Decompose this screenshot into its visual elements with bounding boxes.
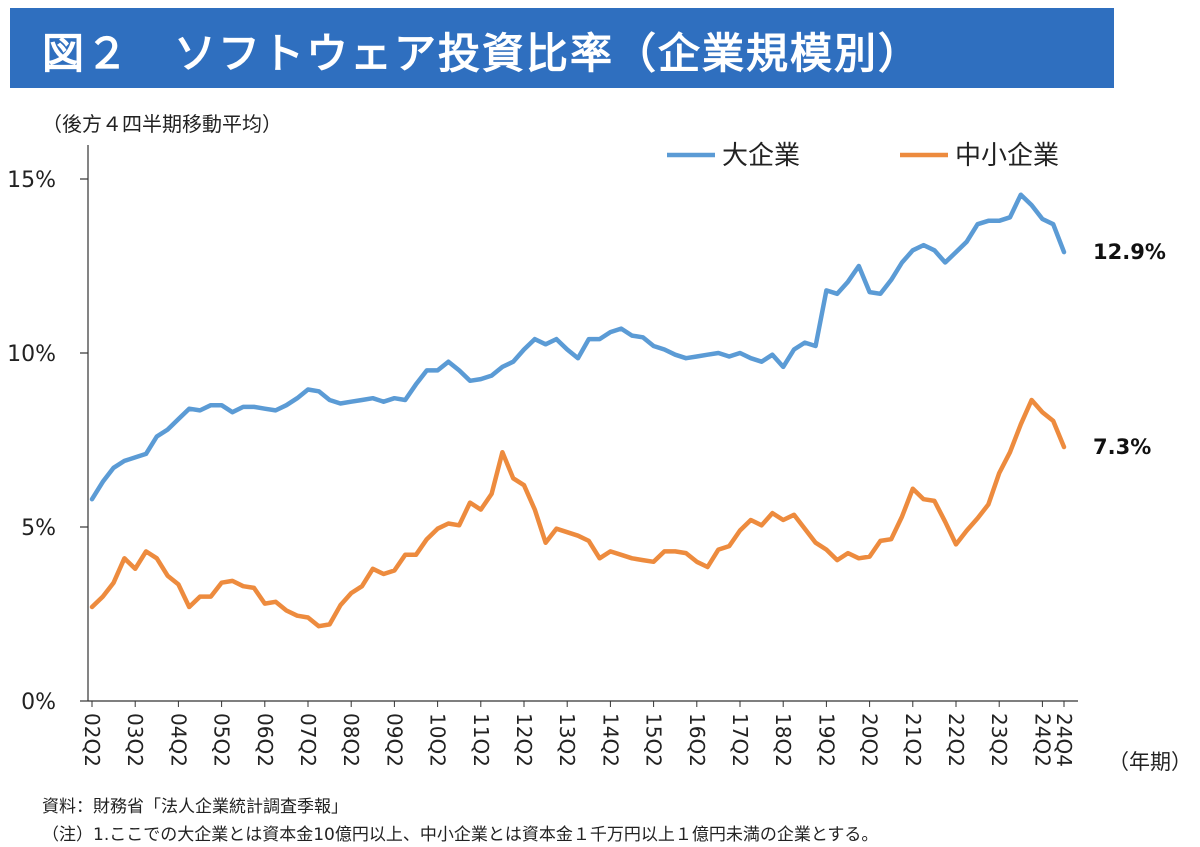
x-tick-label: 09Q2 — [382, 713, 406, 767]
series-line — [89, 397, 1067, 629]
x-axis-label: （年期） — [1108, 750, 1192, 774]
x-tick-label: 05Q2 — [210, 713, 234, 767]
y-tick-label: 15% — [7, 168, 56, 193]
end-value-label: 7.3% — [1093, 435, 1151, 459]
x-tick-label: 10Q2 — [426, 713, 450, 767]
end-value-label: 12.9% — [1093, 240, 1166, 264]
end-labels: 12.9% 7.3% — [1093, 240, 1166, 459]
title-banner: 図２ ソフトウェア投資比率（企業規模別） — [10, 8, 1114, 88]
x-tick-label: 08Q2 — [339, 713, 363, 767]
x-tick-label: 11Q2 — [469, 713, 493, 767]
x-tick-label: 20Q2 — [858, 713, 882, 767]
y-tick-label: 0% — [21, 690, 56, 715]
series-line — [89, 192, 1067, 502]
legend: 大企業 中小企業 — [667, 141, 1059, 171]
definition-note: （注）1.ここでの大企業とは資本金10億円以上、中小企業とは資本金１千万円以上１… — [42, 825, 879, 845]
x-tick-label: 24Q4 — [1052, 713, 1076, 767]
x-tick-label: 23Q2 — [987, 713, 1011, 767]
legend-label: 大企業 — [722, 141, 800, 171]
source-note: 資料：財務省「法人企業統計調査季報」 — [42, 797, 348, 817]
y-tick-label: 10% — [7, 342, 56, 367]
page-title: 図２ ソフトウェア投資比率（企業規模別） — [42, 29, 923, 78]
x-tick-label: 17Q2 — [728, 713, 752, 767]
y-tick-label: 5% — [21, 516, 56, 541]
y-axis-ticks: 0% 5% 10% 15% — [7, 168, 88, 715]
x-tick-label: 16Q2 — [685, 713, 709, 767]
x-tick-label: 22Q2 — [944, 713, 968, 767]
x-tick-label: 02Q2 — [80, 713, 104, 767]
x-tick-label: 03Q2 — [123, 713, 147, 767]
x-tick-label: 18Q2 — [771, 713, 795, 767]
x-axis-ticks: 02Q2 03Q2 04Q2 05Q2 06Q2 07Q2 08Q2 09Q2 10Q2 11Q2… — [80, 701, 1076, 767]
x-tick-label: 13Q2 — [555, 713, 579, 767]
x-tick-label: 06Q2 — [253, 713, 277, 767]
x-tick-label: 07Q2 — [296, 713, 320, 767]
x-tick-label: 04Q2 — [166, 713, 190, 767]
x-tick-label: 21Q2 — [901, 713, 925, 767]
x-tick-label: 24Q2 — [1030, 713, 1054, 767]
x-tick-label: 14Q2 — [598, 713, 622, 767]
series-lines — [89, 192, 1067, 629]
chart-subtitle: （後方４四半期移動平均） — [42, 112, 282, 136]
x-tick-label: 12Q2 — [512, 713, 536, 767]
legend-label: 中小企業 — [955, 141, 1059, 171]
x-tick-label: 15Q2 — [642, 713, 666, 767]
x-tick-label: 19Q2 — [814, 713, 838, 767]
